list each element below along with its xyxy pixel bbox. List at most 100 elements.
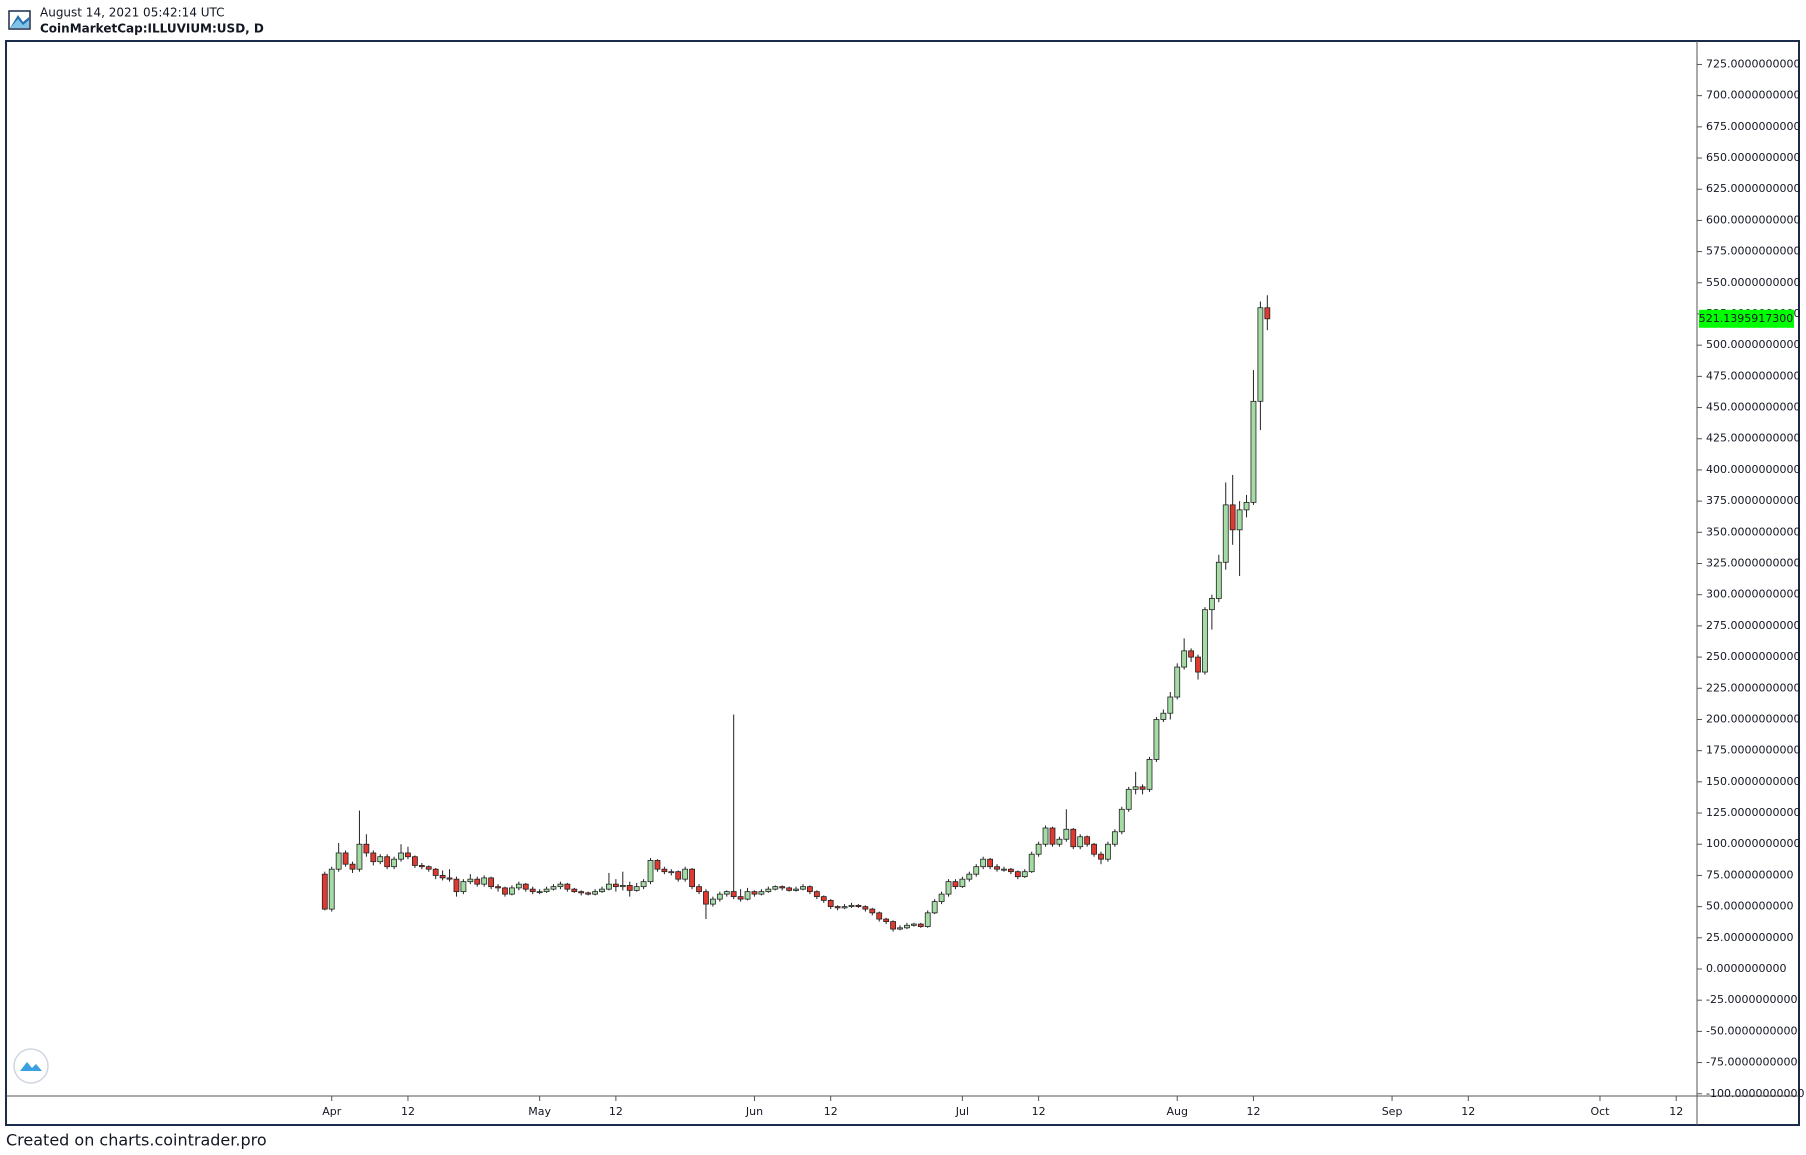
candle-body bbox=[862, 906, 869, 910]
candle-body bbox=[1174, 666, 1181, 698]
candle-body bbox=[1139, 786, 1146, 790]
x-tick-label: Oct bbox=[1590, 1105, 1610, 1118]
candle-body bbox=[599, 888, 605, 893]
candle-body bbox=[398, 852, 404, 860]
candle-body bbox=[848, 904, 855, 908]
x-tick-label: 12 bbox=[1669, 1105, 1683, 1118]
last-price-box bbox=[1699, 309, 1794, 328]
candle-body bbox=[606, 883, 612, 890]
candle-body bbox=[1125, 788, 1132, 810]
y-tick-label: 600.0000000000 bbox=[1706, 213, 1800, 226]
candle-body bbox=[1042, 827, 1049, 845]
candle-body bbox=[585, 892, 592, 895]
candle-body bbox=[987, 858, 994, 868]
candle-body bbox=[1056, 838, 1063, 845]
candle-body bbox=[640, 881, 647, 888]
candle-body bbox=[1146, 758, 1153, 790]
candle-body bbox=[411, 856, 418, 866]
y-tick-label: 100.0000000000 bbox=[1706, 837, 1800, 850]
candle-body bbox=[959, 878, 966, 888]
candle-body bbox=[876, 912, 883, 920]
candle-body bbox=[1001, 868, 1007, 871]
y-tick-label: 575.0000000000 bbox=[1706, 245, 1800, 258]
candle-body bbox=[917, 923, 924, 927]
candle-body bbox=[758, 891, 765, 895]
candle-body bbox=[1077, 836, 1084, 848]
candle-body bbox=[328, 868, 335, 910]
candle-body bbox=[1007, 868, 1014, 873]
candle-body bbox=[536, 891, 543, 894]
candle-body bbox=[405, 852, 411, 858]
candle-body bbox=[827, 899, 834, 908]
candle-body bbox=[564, 883, 571, 890]
candle-body bbox=[709, 898, 716, 905]
candle-body bbox=[779, 886, 786, 889]
candle-body bbox=[786, 887, 793, 891]
candle-body bbox=[966, 873, 973, 880]
candle-body bbox=[432, 868, 439, 876]
candle-body bbox=[342, 852, 349, 865]
candle-body bbox=[1181, 650, 1188, 668]
candle-body bbox=[1021, 871, 1028, 878]
candle-body bbox=[668, 871, 675, 874]
candle-body bbox=[1264, 307, 1271, 320]
candle-body bbox=[1250, 400, 1257, 503]
candle-body bbox=[1035, 843, 1042, 855]
last-price-label: 521.1395917300 bbox=[1699, 312, 1793, 325]
candle-body bbox=[737, 896, 744, 900]
candle-body bbox=[619, 884, 626, 888]
candle-body bbox=[1084, 836, 1091, 845]
candle-body bbox=[488, 877, 495, 888]
candle-body bbox=[425, 866, 432, 870]
candle-body bbox=[1132, 786, 1139, 790]
candle-body bbox=[1243, 501, 1250, 511]
y-tick-label: -25.0000000000 bbox=[1706, 993, 1797, 1006]
candle-body bbox=[931, 901, 938, 914]
candle-body bbox=[1049, 827, 1056, 845]
y-tick-label: 150.0000000000 bbox=[1706, 775, 1800, 788]
candle-body bbox=[938, 893, 945, 903]
candle-body bbox=[1257, 307, 1264, 402]
candle-body bbox=[910, 923, 917, 926]
x-tick-label: May bbox=[528, 1105, 551, 1118]
y-tick-label: 275.0000000000 bbox=[1706, 619, 1800, 632]
candle-body bbox=[467, 878, 474, 883]
candle-body bbox=[1153, 719, 1160, 760]
y-tick-label: 25.0000000000 bbox=[1706, 931, 1793, 944]
candle-body bbox=[1098, 853, 1104, 860]
y-tick-label: 300.0000000000 bbox=[1706, 588, 1800, 601]
candle-body bbox=[1215, 561, 1222, 599]
y-tick-label: 475.0000000000 bbox=[1706, 369, 1800, 382]
footer: Created on charts.cointrader.pro bbox=[6, 1131, 267, 1150]
candle-body bbox=[321, 873, 328, 910]
candle-body bbox=[592, 891, 598, 895]
candle-body bbox=[1202, 609, 1208, 673]
candle-body bbox=[1091, 843, 1097, 855]
candle-body bbox=[820, 896, 827, 901]
candle-body bbox=[945, 881, 952, 895]
candle-body bbox=[550, 886, 557, 890]
x-tick-label: Aug bbox=[1166, 1105, 1187, 1118]
y-tick-label: 400.0000000000 bbox=[1706, 463, 1800, 476]
candle-body bbox=[502, 887, 508, 895]
candle-body bbox=[793, 888, 799, 891]
candle-body bbox=[1118, 808, 1125, 833]
candle-body bbox=[682, 868, 689, 880]
x-tick-label: 12 bbox=[1461, 1105, 1475, 1118]
x-tick-label: 12 bbox=[1032, 1105, 1046, 1118]
y-tick-label: 675.0000000000 bbox=[1706, 120, 1800, 133]
y-tick-label: 175.0000000000 bbox=[1706, 744, 1800, 757]
candle-body bbox=[453, 878, 460, 893]
candle-body bbox=[439, 875, 446, 879]
candle-body bbox=[529, 888, 536, 893]
candle-body bbox=[481, 877, 488, 885]
candle-body bbox=[744, 891, 751, 900]
candle-body bbox=[897, 927, 903, 930]
y-tick-label: 225.0000000000 bbox=[1706, 681, 1800, 694]
candle-body bbox=[578, 891, 585, 894]
candle-body bbox=[571, 888, 578, 893]
frame bbox=[5, 40, 1800, 1126]
logo bbox=[8, 10, 31, 30]
